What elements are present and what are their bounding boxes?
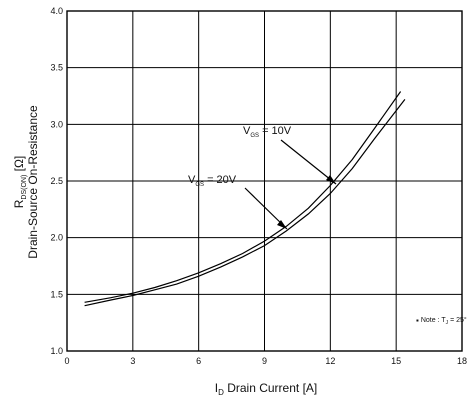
chart-note: ▪Note : TJ = 25°C	[416, 316, 467, 326]
x-tick-label: 0	[64, 356, 69, 366]
x-tick-labels: 0 3 6 9 12 15 18	[64, 356, 467, 366]
x-axis-label-main: I	[215, 381, 218, 395]
plot-frame	[66, 10, 463, 352]
curves	[84, 91, 406, 307]
y-axis-label-sub: DS(ON)	[21, 175, 28, 200]
x-axis-label-sub: D	[218, 388, 224, 397]
y-axis-label-line1: RDS(ON) [Ω]	[12, 156, 28, 209]
x-axis-label-rest: Drain Current [A]	[224, 381, 317, 395]
series-line-vgs-10v	[84, 91, 402, 303]
x-tick-label: 9	[262, 356, 267, 366]
y-tick-label: 3.5	[50, 63, 63, 73]
x-tick-label: 12	[325, 356, 335, 366]
series-line-vgs-20v	[84, 99, 406, 307]
y-tick-label: 1.0	[50, 346, 63, 356]
x-tick-label: 6	[196, 356, 201, 366]
series-label-20v: VGS = 20V	[188, 174, 237, 188]
y-axis-label-line2: Drain-Source On-Resistance	[26, 105, 40, 259]
note-text: ▪Note : TJ = 25°C	[416, 316, 467, 326]
note-marker: ▪	[416, 316, 419, 325]
y-axis-label-rest: [Ω]	[12, 156, 26, 175]
y-tick-labels: 1.0 1.5 2.0 2.5 3.0 3.5 4.0	[50, 6, 63, 356]
annotation-arrow-10v	[280, 139, 337, 185]
y-tick-label: 2.5	[50, 176, 63, 186]
annotation-arrowhead-20v	[277, 220, 287, 229]
x-tick-label: 18	[457, 356, 467, 366]
y-tick-label: 2.0	[50, 233, 63, 243]
x-tick-label: 3	[130, 356, 135, 366]
x-axis-label: ID Drain Current [A]	[215, 381, 318, 397]
grid	[66, 10, 463, 352]
annotation-vgs-20v: VGS = 20V	[188, 174, 288, 230]
y-axis-label-main: R	[12, 199, 26, 208]
y-tick-label: 3.0	[50, 119, 63, 129]
y-tick-label: 4.0	[50, 6, 63, 16]
y-tick-label: 1.5	[50, 289, 63, 299]
series-label-10v: VGS = 10V	[243, 125, 292, 139]
annotation-arrowhead-10v	[326, 175, 336, 184]
x-tick-label: 15	[391, 356, 401, 366]
annotation-vgs-10v: VGS = 10V	[243, 125, 337, 185]
